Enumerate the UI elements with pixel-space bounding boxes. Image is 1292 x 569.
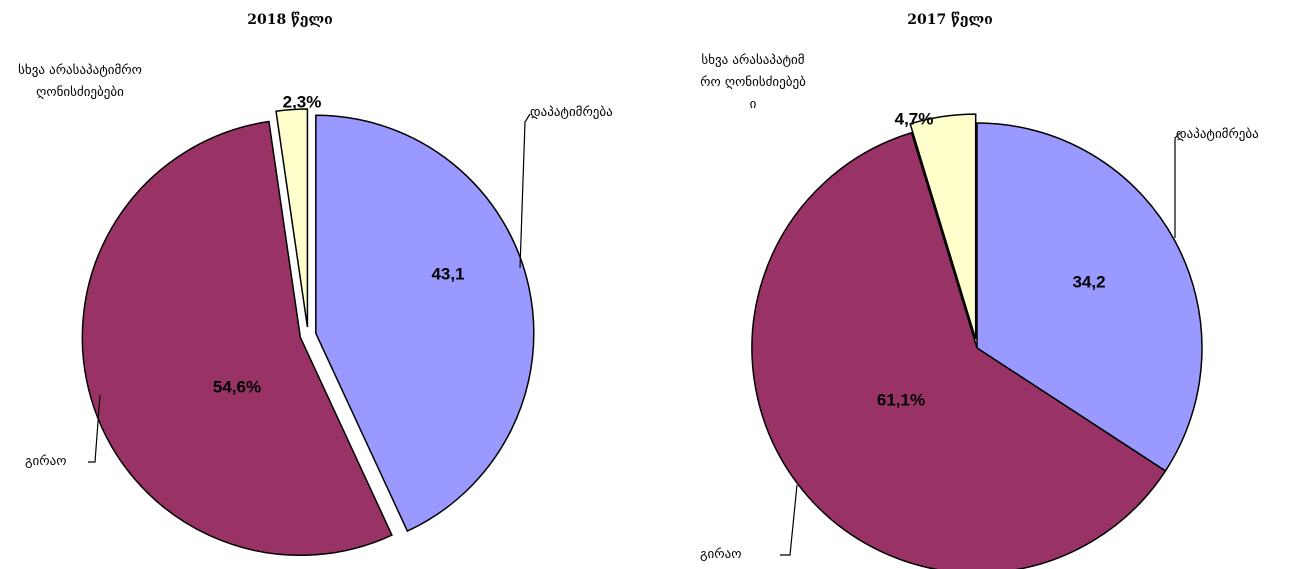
pie-slice xyxy=(275,108,309,328)
chart-title: 2017 წელი xyxy=(907,12,993,28)
leader-line xyxy=(780,484,798,556)
leader-line xyxy=(1174,132,1181,238)
data-label: 54,6% xyxy=(213,377,261,396)
category-label: სხვა არასაპატიმრო ღონისძიებები xyxy=(18,63,142,100)
leader-line xyxy=(88,394,101,463)
pie-slice xyxy=(909,113,977,340)
data-label: 34,2 xyxy=(1072,272,1105,291)
chart-title: 2018 წელი xyxy=(247,12,333,28)
data-label: 43,1 xyxy=(431,264,464,283)
pie-slice xyxy=(81,120,393,557)
data-label: 2,3% xyxy=(283,92,322,111)
pie-slice xyxy=(315,114,535,533)
pie-slice xyxy=(751,131,1167,569)
category-label: დაპატიმრება xyxy=(530,105,613,120)
category-label: გირაო xyxy=(700,547,742,562)
data-label: 4,7% xyxy=(895,109,934,128)
category-label: გირაო xyxy=(25,454,67,469)
leader-line xyxy=(519,113,531,269)
data-label: 61,1% xyxy=(877,390,925,409)
category-label: დაპატიმრება xyxy=(1176,127,1259,142)
category-label: სხვა არასაპატიმრო ღონისძიებები xyxy=(700,53,806,112)
